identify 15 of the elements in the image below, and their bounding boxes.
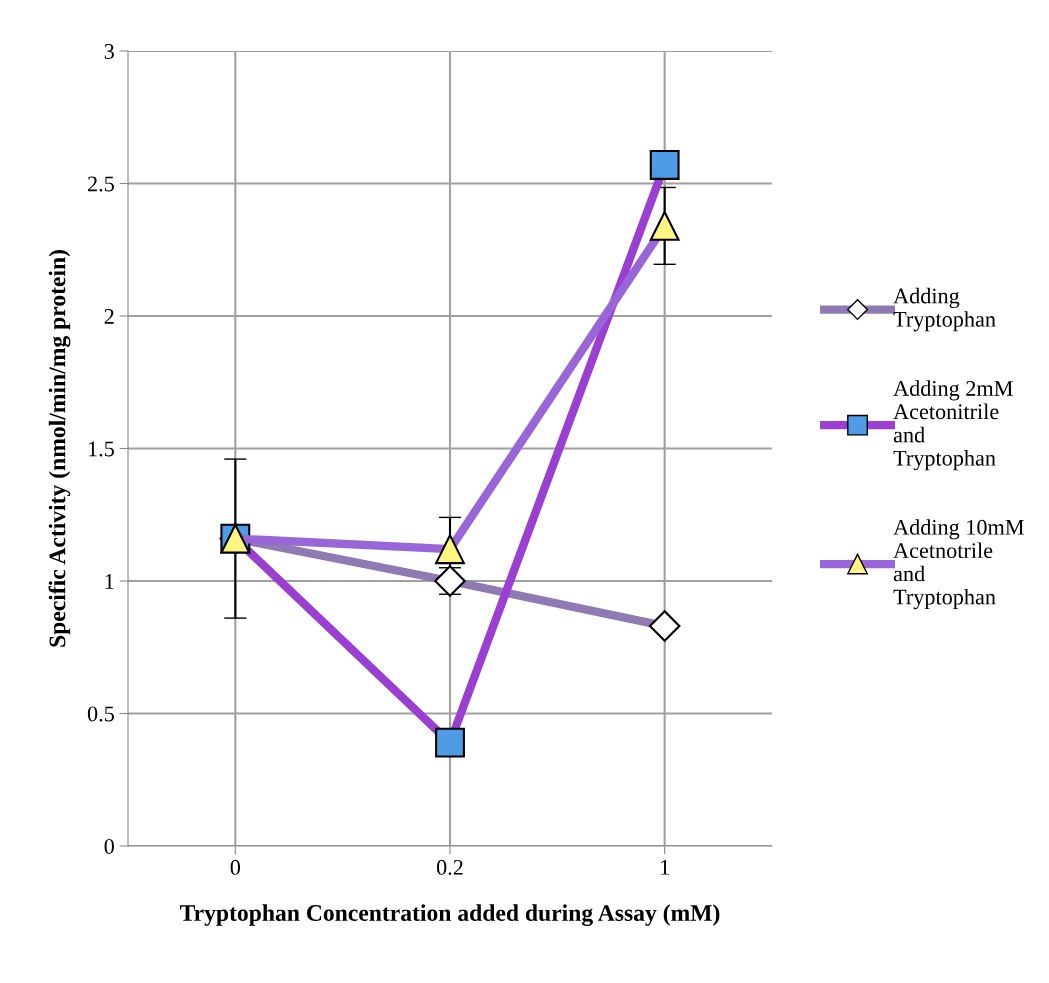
x-axis-title: Tryptophan Concentration added during Assay (mM) [180,904,720,926]
y-tick-label: 2.5 [88,176,114,192]
y-tick-label: 0 [104,838,114,854]
x-tick-label: 0 [230,859,241,875]
y-tick-label: 0.5 [87,706,114,722]
y-axis-title: Specific Activity (nmol/min/mg protein) [48,250,71,647]
x-tick-label: 1 [661,859,669,875]
y-tick-label: 2 [104,308,114,324]
y-tick-label: 1.5 [88,441,114,457]
x-tick-label: 0.2 [436,859,463,875]
legend-label: Adding Tryptophan [893,287,996,332]
legend-label: Adding 2mM Acetonitrile and Tryptophan [893,380,1013,471]
y-tick-label: 1 [105,574,114,589]
y-tick-label: 3 [104,43,114,59]
legend-label: Adding 10mM Acetnotrile and Tryptophan [893,519,1024,610]
